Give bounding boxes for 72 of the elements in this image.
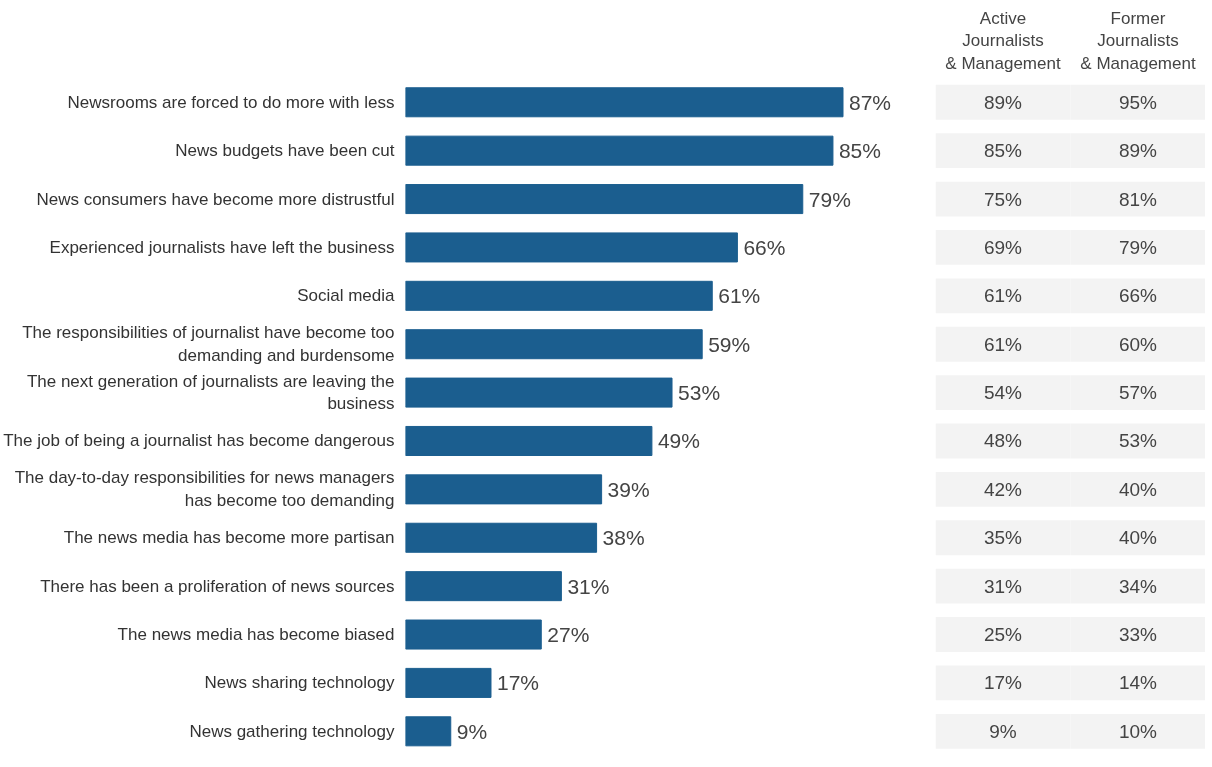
data-label: 61%	[983, 285, 1023, 307]
bar	[405, 135, 834, 166]
data-label: 89%	[1118, 140, 1158, 162]
bar	[405, 425, 653, 456]
data-label: 40%	[1118, 527, 1158, 549]
bar	[405, 619, 542, 650]
data-label: 49%	[657, 429, 700, 453]
x-tick-label: Active Journalists & Management	[945, 8, 1061, 74]
y-tick-label: The responsibilities of journalist have become too demanding and burdensome	[22, 323, 395, 366]
bar	[405, 280, 713, 311]
data-label: 39%	[607, 477, 650, 501]
data-label: 31%	[983, 575, 1023, 597]
data-label: 53%	[1118, 430, 1158, 452]
data-label: 66%	[743, 235, 786, 259]
y-tick-label: Social media	[297, 286, 396, 306]
bar	[405, 667, 492, 698]
data-label: 9%	[989, 720, 1017, 742]
data-label: 38%	[602, 526, 645, 550]
bar	[405, 232, 738, 263]
data-label: 31%	[567, 574, 610, 598]
data-label: 85%	[983, 140, 1023, 162]
x-tick-label: Former Journalists & Management	[1080, 8, 1196, 74]
data-label: 40%	[1118, 478, 1158, 500]
data-label: 27%	[547, 623, 590, 647]
data-label: 69%	[983, 236, 1023, 258]
y-tick-label: There has been a proliferation of news sources	[40, 576, 395, 596]
data-label: 87%	[849, 90, 892, 114]
data-label: 57%	[1118, 382, 1158, 404]
data-label: 48%	[983, 430, 1023, 452]
bar	[405, 716, 452, 747]
y-tick-label: Newsrooms are forced to do more with less	[67, 92, 395, 112]
y-tick-label: The day-to-day responsibilities for news managers has become too demanding	[14, 468, 395, 511]
y-tick-label: The job of being a journalist has become dangerous	[3, 431, 395, 451]
data-label: 60%	[1118, 333, 1158, 355]
bar	[405, 87, 844, 118]
y-tick-label: News consumers have become more distrustful	[36, 189, 395, 209]
data-label: 81%	[1118, 188, 1158, 210]
y-tick-label: News budgets have been cut	[175, 141, 395, 161]
data-label: 95%	[1118, 91, 1158, 113]
data-label: 79%	[1118, 236, 1158, 258]
data-label: 66%	[1118, 285, 1158, 307]
y-tick-label: The news media has become biased	[117, 625, 395, 645]
data-label: 33%	[1118, 624, 1158, 646]
data-label: 34%	[1118, 575, 1158, 597]
data-label: 61%	[983, 333, 1023, 355]
data-label: 54%	[983, 382, 1023, 404]
data-label: 53%	[678, 381, 721, 405]
bar	[405, 474, 603, 505]
data-label: 14%	[1118, 672, 1158, 694]
bar	[405, 377, 673, 408]
data-label: 9%	[456, 719, 488, 743]
data-label: 25%	[983, 624, 1023, 646]
data-label: 17%	[496, 671, 540, 695]
bar	[405, 184, 804, 215]
y-tick-label: News gathering technology	[189, 721, 395, 741]
bar	[405, 522, 598, 553]
data-label: 61%	[718, 284, 761, 308]
bar	[405, 571, 562, 602]
data-label: 85%	[838, 139, 881, 163]
data-label: 75%	[983, 188, 1023, 210]
data-label: 17%	[983, 672, 1023, 694]
y-tick-label: The news media has become more partisan	[63, 528, 395, 548]
data-label: 42%	[983, 478, 1023, 500]
data-label: 89%	[983, 91, 1023, 113]
data-label: 79%	[808, 187, 851, 211]
data-label: 59%	[708, 332, 751, 356]
data-label: 10%	[1118, 720, 1158, 742]
data-label: 35%	[983, 527, 1023, 549]
y-tick-label: News sharing technology	[204, 673, 395, 693]
y-tick-label: The next generation of journalists are leaving the business	[26, 371, 395, 414]
y-tick-label: Experienced journalists have left the business	[49, 237, 395, 257]
bar	[405, 329, 703, 360]
